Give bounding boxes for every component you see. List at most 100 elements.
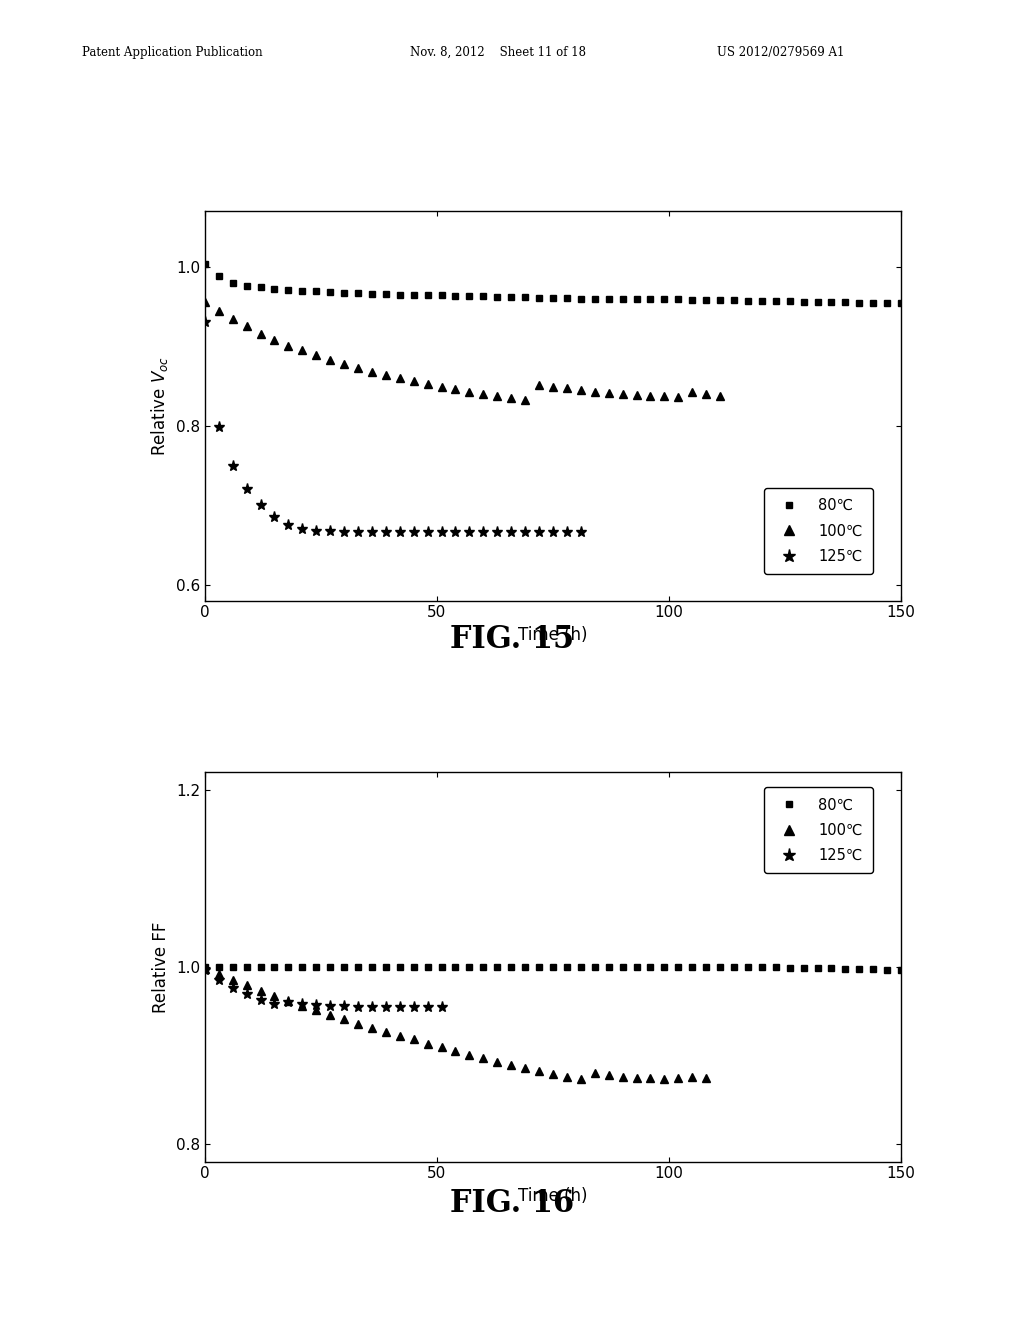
100℃ [602, 1067, 614, 1082]
100℃ [589, 384, 601, 400]
125℃ [380, 524, 392, 540]
100℃ [477, 1051, 489, 1067]
125℃ [547, 524, 559, 540]
100℃ [422, 1036, 434, 1052]
Y-axis label: Relative $V_{oc}$: Relative $V_{oc}$ [150, 356, 170, 455]
100℃ [213, 966, 225, 982]
125℃ [561, 524, 573, 540]
125℃ [408, 524, 420, 540]
80℃ [895, 296, 907, 312]
100℃ [547, 379, 559, 395]
100℃ [561, 1069, 573, 1085]
125℃ [283, 517, 295, 533]
125℃ [296, 997, 308, 1012]
Line: 80℃: 80℃ [202, 261, 904, 306]
100℃ [380, 367, 392, 383]
100℃ [435, 379, 447, 395]
100℃ [574, 381, 587, 397]
125℃ [268, 997, 281, 1012]
125℃ [283, 994, 295, 1010]
80℃ [422, 960, 434, 975]
Legend: 80℃, 100℃, 125℃: 80℃, 100℃, 125℃ [764, 787, 872, 873]
125℃ [310, 523, 323, 539]
100℃ [492, 1053, 504, 1069]
125℃ [296, 521, 308, 537]
100℃ [519, 392, 531, 408]
Text: US 2012/0279569 A1: US 2012/0279569 A1 [717, 46, 844, 59]
100℃ [254, 983, 266, 999]
100℃ [714, 388, 726, 404]
100℃ [268, 989, 281, 1005]
Text: Patent Application Publication: Patent Application Publication [82, 46, 262, 59]
X-axis label: Time (h): Time (h) [518, 1187, 588, 1205]
Line: 80℃: 80℃ [202, 964, 904, 973]
125℃ [338, 524, 350, 540]
125℃ [477, 524, 489, 540]
100℃ [324, 1007, 336, 1023]
125℃ [254, 991, 266, 1007]
80℃ [658, 292, 671, 308]
125℃ [310, 997, 323, 1012]
100℃ [254, 326, 266, 342]
125℃ [366, 524, 378, 540]
100℃ [393, 1028, 406, 1044]
100℃ [352, 360, 365, 376]
125℃ [505, 524, 517, 540]
Line: 125℃: 125℃ [200, 964, 447, 1012]
100℃ [338, 1011, 350, 1027]
125℃ [393, 524, 406, 540]
80℃ [881, 962, 893, 978]
100℃ [658, 388, 671, 404]
125℃ [574, 524, 587, 540]
100℃ [366, 1020, 378, 1036]
100℃ [672, 1069, 684, 1085]
100℃ [352, 1015, 365, 1031]
125℃ [435, 524, 447, 540]
Text: FIG. 16: FIG. 16 [450, 1188, 574, 1218]
100℃ [226, 312, 239, 327]
80℃ [658, 960, 671, 975]
100℃ [408, 1031, 420, 1047]
125℃ [254, 498, 266, 513]
125℃ [380, 999, 392, 1015]
100℃ [310, 347, 323, 363]
80℃ [199, 960, 211, 975]
125℃ [199, 314, 211, 330]
125℃ [450, 524, 462, 540]
80℃ [700, 292, 713, 308]
100℃ [616, 385, 629, 401]
X-axis label: Time (h): Time (h) [518, 626, 588, 644]
100℃ [519, 1060, 531, 1076]
80℃ [199, 256, 211, 272]
125℃ [352, 524, 365, 540]
125℃ [213, 973, 225, 989]
Y-axis label: Relative FF: Relative FF [153, 921, 170, 1012]
100℃ [602, 385, 614, 401]
125℃ [519, 524, 531, 540]
125℃ [352, 999, 365, 1015]
100℃ [477, 385, 489, 401]
125℃ [422, 999, 434, 1015]
100℃ [631, 387, 643, 403]
80℃ [352, 285, 365, 301]
100℃ [338, 356, 350, 372]
100℃ [408, 374, 420, 389]
100℃ [366, 364, 378, 380]
100℃ [505, 1057, 517, 1073]
100℃ [268, 333, 281, 348]
100℃ [492, 388, 504, 404]
100℃ [380, 1023, 392, 1039]
100℃ [532, 378, 545, 393]
Text: FIG. 15: FIG. 15 [450, 624, 574, 655]
125℃ [338, 998, 350, 1014]
125℃ [226, 458, 239, 474]
80℃ [408, 286, 420, 302]
125℃ [324, 998, 336, 1014]
Text: Nov. 8, 2012    Sheet 11 of 18: Nov. 8, 2012 Sheet 11 of 18 [410, 46, 586, 59]
100℃ [589, 1065, 601, 1081]
100℃ [422, 376, 434, 392]
100℃ [686, 1069, 698, 1085]
100℃ [199, 294, 211, 310]
125℃ [435, 999, 447, 1015]
100℃ [672, 389, 684, 405]
